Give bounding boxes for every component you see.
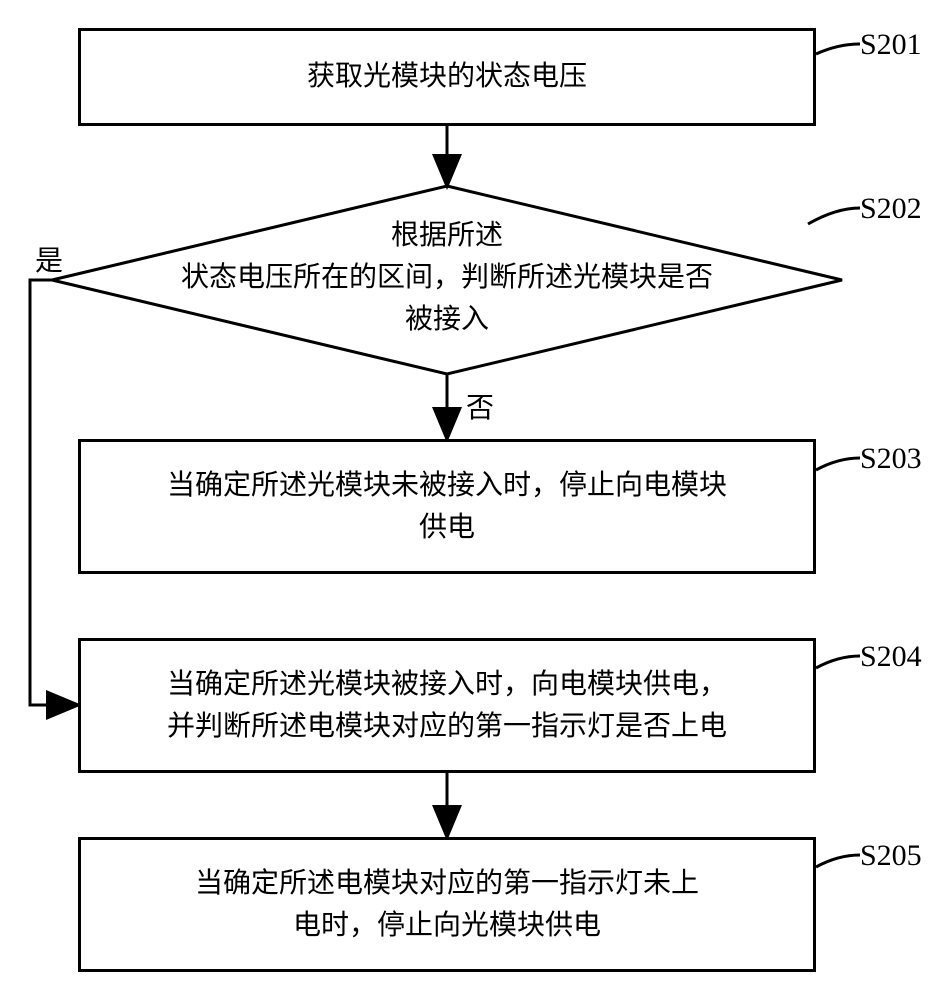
edge-s202-s204 (30, 280, 76, 705)
process-s204: 当确定所述光模块被接入时，向电模块供电， 并判断所述电模块对应的第一指示灯是否上… (78, 638, 816, 773)
hook-s202 (808, 208, 860, 224)
hook-s203 (816, 458, 860, 470)
process-s204-text: 当确定所述光模块被接入时，向电模块供电， 并判断所述电模块对应的第一指示灯是否上… (167, 664, 727, 748)
process-s201: 获取光模块的状态电压 (78, 28, 816, 126)
process-s203: 当确定所述光模块未被接入时，停止向电模块 供电 (78, 439, 816, 574)
process-s203-text: 当确定所述光模块未被接入时，停止向电模块 供电 (167, 465, 727, 549)
flowchart: 获取光模块的状态电压 S201 根据所述 状态电压所在的区间，判断所述光模块是否… (0, 0, 943, 1000)
edge-label-yes: 是 (35, 248, 63, 276)
decision-diamond (52, 186, 842, 374)
process-s205: 当确定所述电模块对应的第一指示灯未上 电时，停止向光模块供电 (78, 837, 816, 972)
hook-s204 (816, 656, 860, 668)
hook-s201 (816, 44, 860, 54)
process-s205-text: 当确定所述电模块对应的第一指示灯未上 电时，停止向光模块供电 (195, 863, 699, 947)
process-s201-text: 获取光模块的状态电压 (307, 56, 587, 98)
step-label-s202: S202 (860, 192, 922, 226)
step-label-s201: S201 (860, 28, 922, 62)
hook-s205 (816, 855, 860, 867)
step-label-s203: S203 (860, 442, 922, 476)
edge-label-no: 否 (466, 395, 494, 423)
step-label-s204: S204 (860, 640, 922, 674)
decision-s202-text: 根据所述 状态电压所在的区间，判断所述光模块是否 被接入 (107, 215, 787, 341)
step-label-s205: S205 (860, 839, 922, 873)
